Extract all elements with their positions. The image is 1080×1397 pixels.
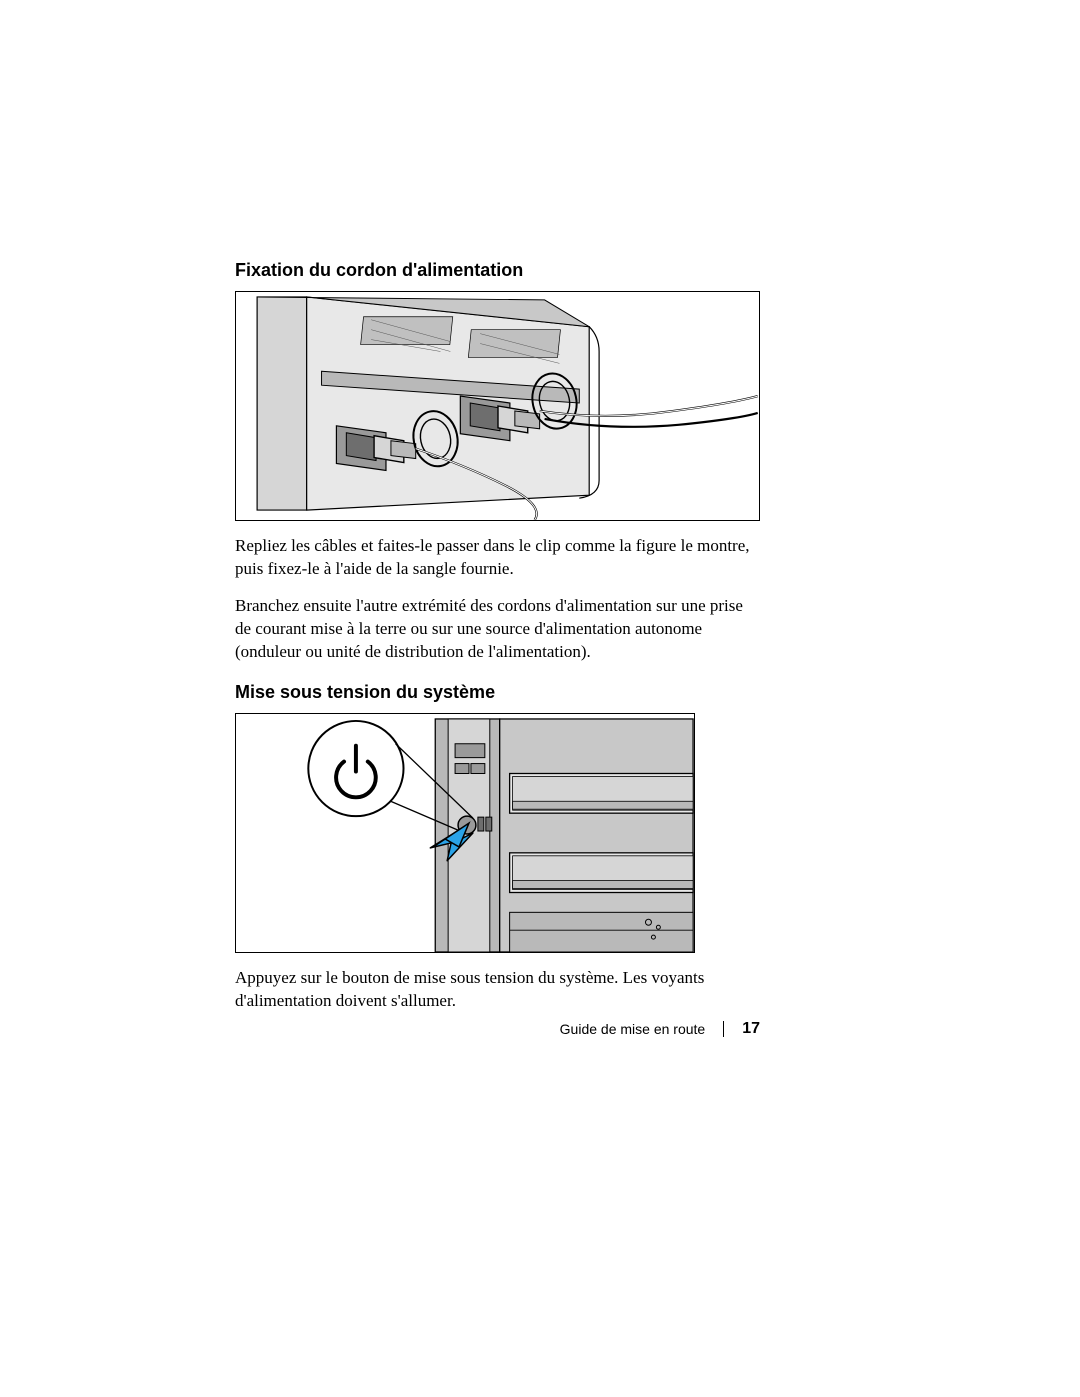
section1-heading: Fixation du cordon d'alimentation xyxy=(235,260,765,281)
section2-para1: Appuyez sur le bouton de mise sous tensi… xyxy=(235,967,755,1013)
page-number: 17 xyxy=(742,1020,760,1038)
section1-para2: Branchez ensuite l'autre extrémité des c… xyxy=(235,595,755,664)
figure2-illustration xyxy=(236,714,694,952)
section2-heading: Mise sous tension du système xyxy=(235,682,765,703)
page-content: Fixation du cordon d'alimentation xyxy=(235,260,765,1027)
figure-power-cord xyxy=(235,291,760,521)
section1-para1: Repliez les câbles et faites-le passer d… xyxy=(235,535,755,581)
page-footer: Guide de mise en route 17 xyxy=(560,1020,760,1038)
footer-divider xyxy=(723,1021,724,1037)
footer-guide-label: Guide de mise en route xyxy=(560,1021,706,1037)
figure1-illustration xyxy=(236,292,759,520)
figure-power-on xyxy=(235,713,695,953)
